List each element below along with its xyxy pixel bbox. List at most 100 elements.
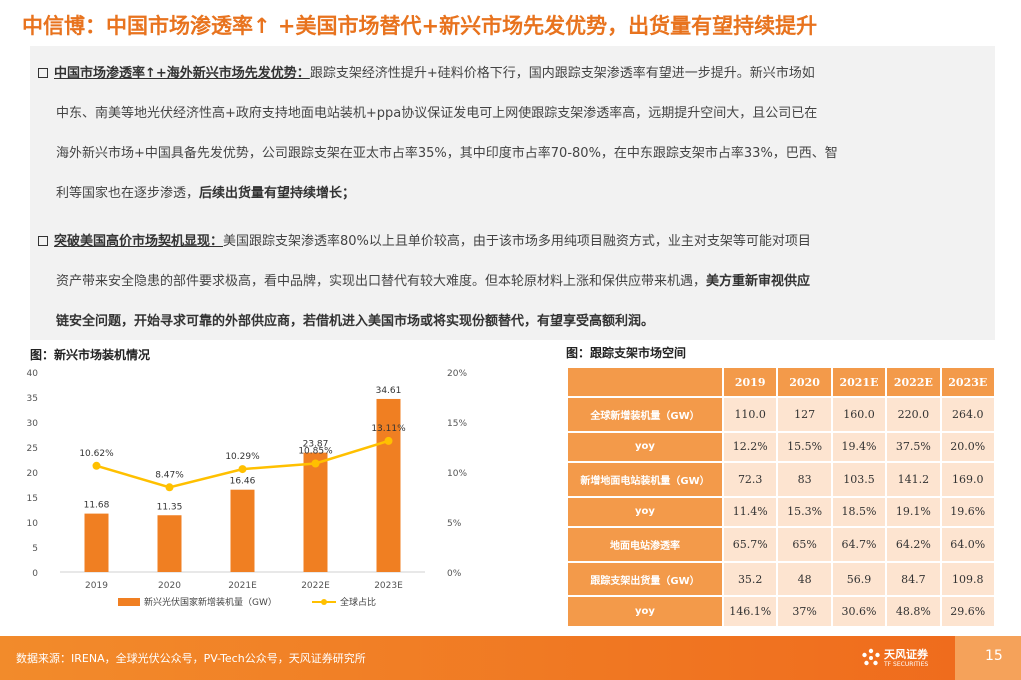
page-number: 15	[985, 648, 1003, 664]
bullet-checkbox-icon	[38, 236, 48, 246]
y-right-tick-label: 10%	[447, 469, 467, 479]
table-cell: 65.7%	[721, 526, 779, 563]
bar	[230, 489, 255, 572]
table-cell: 127	[776, 396, 833, 433]
share-point	[311, 459, 320, 468]
bar-value-label: 16.46	[230, 477, 256, 487]
table-cell: 264.0	[939, 396, 997, 433]
paragraph-heading: 突破美国高价市场契机显现：	[54, 234, 224, 249]
bar-value-label: 11.35	[157, 502, 183, 512]
table-cell: 19.1%	[885, 495, 942, 529]
legend-bar-swatch	[118, 598, 140, 606]
table-cell: 19.4%	[830, 430, 888, 464]
table-cell: 56.9	[830, 560, 888, 598]
table-cell: 220.0	[885, 396, 942, 433]
x-tick-label: 2020	[158, 581, 181, 591]
y-left-tick-label: 25	[27, 444, 38, 454]
share-value-label: 10.85%	[298, 447, 333, 457]
table-row-label: 全球新增装机量（GW）	[566, 396, 724, 433]
x-tick-label: 2021E	[228, 581, 257, 591]
share-value-label: 10.62%	[79, 449, 114, 459]
table-row-label: yoy	[566, 430, 724, 464]
table-cell: 35.2	[721, 560, 779, 598]
table-header-cell: 2021E	[830, 366, 888, 398]
table-cell: 103.5	[830, 461, 888, 498]
paragraph-us-market: 突破美国高价市场契机显现：美国跟踪支架渗透率80%以上且单价较高，由于该市场多用…	[38, 222, 988, 342]
paragraph-text: 资产带来安全隐患的部件要求极高，看中品牌，实现出口替代有较大难度。但本轮原材料上…	[56, 274, 707, 289]
table-row-label: 新增地面电站装机量（GW）	[566, 461, 724, 498]
share-point	[165, 483, 174, 492]
table-cell: 65%	[776, 526, 833, 563]
table-cell: 141.2	[885, 461, 942, 498]
table-cell: 48	[776, 560, 833, 598]
y-left-tick-label: 40	[27, 369, 39, 379]
y-right-tick-label: 0%	[447, 569, 462, 579]
y-left-tick-label: 30	[27, 419, 39, 429]
page-title: 中信博：中国市场渗透率↑ +美国市场替代+新兴市场先发优势，出货量有望持续提升	[22, 14, 818, 38]
table-header-cell: 2020	[776, 366, 833, 398]
bullet-checkbox-icon	[38, 68, 48, 78]
table-header-row: 2019 2020 2021E 2022E 2023E	[566, 366, 997, 398]
table-row-label: yoy	[566, 495, 724, 529]
table-cell: 29.6%	[939, 595, 997, 628]
table-cell: 109.8	[939, 560, 997, 598]
table-cell: 169.0	[939, 461, 997, 498]
emerging-market-installation-chart: 0 5 10 15 20 25 30 35 40 0% 5% 10% 15% 20% 11.68 11.35 1…	[27, 369, 468, 608]
table-row-label: 跟踪支架出货量（GW）	[566, 560, 724, 598]
summary-text-box: 中国市场渗透率↑+海外新兴市场先发优势：跟踪支架经济性提升+硅料价格下行，国内跟…	[30, 46, 995, 340]
paragraph-text: 海外新兴市场+中国具备先发优势，公司跟踪支架在亚太市占率35%，其中印度市占率7…	[56, 146, 838, 161]
tf-logo-icon	[862, 648, 880, 666]
share-value-label: 10.29%	[225, 452, 260, 462]
y-left-tick-label: 35	[27, 394, 38, 404]
bar	[303, 452, 328, 572]
table-cell: 64.7%	[830, 526, 888, 563]
legend-line-marker	[321, 599, 327, 605]
table-cell: 110.0	[721, 396, 779, 433]
table-header-cell: 2022E	[885, 366, 942, 398]
table-row: yoy 12.2% 15.5% 19.4% 37.5% 20.0%	[566, 430, 997, 464]
paragraph-text: 跟踪支架经济性提升+硅料价格下行，国内跟踪支架渗透率有望进一步提升。新兴市场如	[309, 66, 815, 81]
table-cell: 64.0%	[939, 526, 997, 563]
y-left-tick-label: 15	[27, 494, 38, 504]
x-tick-label: 2023E	[374, 581, 403, 591]
table-row: 跟踪支架出货量（GW） 35.2 48 56.9 84.7 109.8	[566, 560, 997, 598]
paragraph-china-market: 中国市场渗透率↑+海外新兴市场先发优势：跟踪支架经济性提升+硅料价格下行，国内跟…	[38, 54, 988, 214]
bar	[84, 513, 109, 572]
table-row: 全球新增装机量（GW） 110.0 127 160.0 220.0 264.0	[566, 396, 997, 433]
legend-line-label: 全球占比	[340, 596, 376, 608]
table-header-corner	[566, 366, 724, 398]
y-left-tick-label: 20	[27, 469, 39, 479]
logo-subtext: TF SECURITIES	[884, 661, 929, 668]
table-cell: 15.3%	[776, 495, 833, 529]
paragraph-emphasis: 美方重新审视供应	[706, 274, 811, 289]
table-cell: 19.6%	[939, 495, 997, 529]
page-number-box	[955, 636, 1021, 680]
x-tick-label: 2022E	[301, 581, 330, 591]
table-row-label: 地面电站渗透率	[566, 526, 724, 563]
table-cell: 84.7	[885, 560, 942, 598]
share-point	[384, 436, 393, 445]
table-cell: 12.2%	[721, 430, 779, 464]
paragraph-text: 美国跟踪支架渗透率80%以上且单价较高，由于该市场多用纯项目融资方式，业主对支架…	[223, 234, 811, 249]
y-left-tick-label: 0	[32, 569, 38, 579]
table-cell: 64.2%	[885, 526, 942, 563]
table-row: yoy 146.1% 37% 30.6% 48.8% 29.6%	[566, 595, 997, 628]
data-source: 数据来源：IRENA，全球光伏公众号，PV-Tech公众号，天风证券研究所	[16, 652, 366, 665]
share-point	[92, 461, 101, 470]
table-cell: 146.1%	[721, 595, 779, 628]
paragraph-text: 中东、南美等地光伏经济性高+政府支持地面电站装机+ppa协议保证发电可上网使跟踪…	[56, 106, 818, 121]
table-cell: 37.5%	[885, 430, 942, 464]
table-header-cell: 2019	[721, 366, 779, 398]
table-cell: 83	[776, 461, 833, 498]
paragraph-text: 利等国家也在逐步渗透，	[56, 186, 200, 201]
figure-caption-table: 图：跟踪支架市场空间	[566, 346, 687, 360]
bar-value-label: 11.68	[84, 501, 110, 511]
table-cell: 15.5%	[776, 430, 833, 464]
y-right-tick-label: 20%	[447, 369, 467, 379]
share-value-label: 13.11%	[371, 424, 406, 434]
paragraph-heading: 中国市场渗透率↑+海外新兴市场先发优势	[54, 66, 297, 81]
paragraph-emphasis: 后续出货量有望持续增长；	[199, 186, 356, 201]
heading-colon: ：	[296, 66, 310, 81]
bar	[157, 515, 182, 572]
table-row-label: yoy	[566, 595, 724, 628]
